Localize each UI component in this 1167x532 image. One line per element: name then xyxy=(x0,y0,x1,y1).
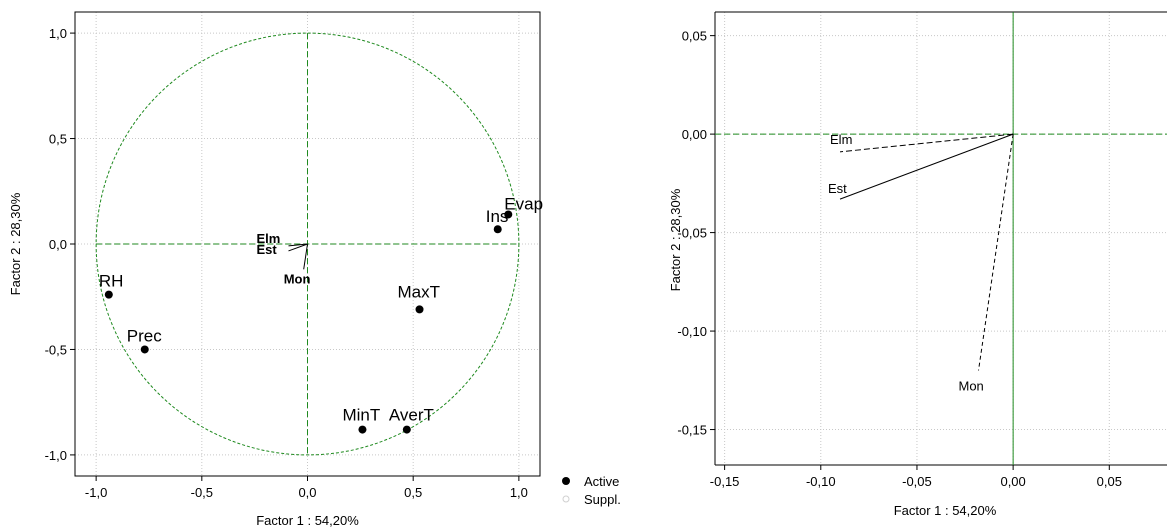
y-tick-label: -1,0 xyxy=(45,448,67,463)
x-tick-label: 0,05 xyxy=(1097,474,1122,489)
legend-marker-active xyxy=(562,477,570,485)
active-point xyxy=(140,345,149,354)
suppl-vector xyxy=(839,133,1014,200)
x-axis-label: Factor 1 : 54,20% xyxy=(256,513,359,528)
point-label: AverT xyxy=(389,406,434,425)
legend-label-active: Active xyxy=(584,474,619,489)
y-tick-label: -0,10 xyxy=(677,324,707,339)
y-axis-label: Factor 2 : 28,30% xyxy=(8,192,23,295)
y-tick-label: -0,05 xyxy=(677,226,707,241)
x-tick-label: 0,0 xyxy=(298,485,316,500)
point-label: Ins xyxy=(486,207,509,226)
y-tick-label: 0,0 xyxy=(49,237,67,252)
point-label: RH xyxy=(99,272,124,291)
active-point xyxy=(402,425,411,434)
x-tick-label: -0,05 xyxy=(902,474,932,489)
unit-circle xyxy=(95,32,520,456)
suppl-point-label: Est xyxy=(828,181,847,196)
active-point xyxy=(493,225,502,234)
suppl-vector xyxy=(303,243,308,270)
x-tick-label: -0,10 xyxy=(806,474,836,489)
x-tick-label: -1,0 xyxy=(85,485,107,500)
y-tick-label: 0,05 xyxy=(682,29,707,44)
y-tick-label: 1,0 xyxy=(49,26,67,41)
y-axis-label: Factor 2 : 28,30% xyxy=(668,188,683,291)
x-tick-label: 0,00 xyxy=(1000,474,1025,489)
x-axis-label: Factor 1 : 54,20% xyxy=(894,503,997,518)
right-chart-zoomed-plot: -0,15 -0,10 -0,05 0,00 0,05 0,05 0,00 -0,05 -0,1… xyxy=(668,11,1167,518)
y-tick-label: 0,00 xyxy=(682,127,707,142)
x-tick-label: -0,5 xyxy=(191,485,213,500)
suppl-point-label: Elm xyxy=(830,132,852,147)
suppl-point-label: Mon xyxy=(959,378,984,393)
point-label: MaxT xyxy=(398,282,441,301)
active-point xyxy=(358,425,367,434)
suppl-vector xyxy=(839,133,1014,153)
x-tick-label: 1,0 xyxy=(510,485,528,500)
suppl-vector xyxy=(288,243,308,247)
active-point xyxy=(504,210,513,219)
y-tick-label: 0,5 xyxy=(49,132,67,147)
point-label: Prec xyxy=(127,326,162,345)
active-point xyxy=(415,305,424,314)
suppl-point-label: Mon xyxy=(284,271,311,286)
suppl-vector xyxy=(978,134,1014,371)
point-label: MinT xyxy=(342,406,380,425)
x-tick-label: -0,15 xyxy=(710,474,740,489)
y-tick-label: -0,15 xyxy=(677,423,707,438)
x-tick-label: 0,5 xyxy=(404,485,422,500)
suppl-point-label: Est xyxy=(256,242,277,257)
legend: Active Suppl. xyxy=(562,474,621,507)
legend-marker-suppl xyxy=(562,495,570,503)
legend-label-suppl: Suppl. xyxy=(584,492,621,507)
left-chart-factor-plot: -1,0 -0,5 0,0 0,5 1,0 1,0 0,5 0,0 -0,5 -1,0 Factor… xyxy=(8,11,621,528)
suppl-vector xyxy=(288,243,308,252)
active-point xyxy=(104,290,113,299)
y-tick-label: -0,5 xyxy=(45,342,67,357)
point-label: Evap xyxy=(504,194,543,213)
suppl-point-label: Elm xyxy=(256,231,280,246)
